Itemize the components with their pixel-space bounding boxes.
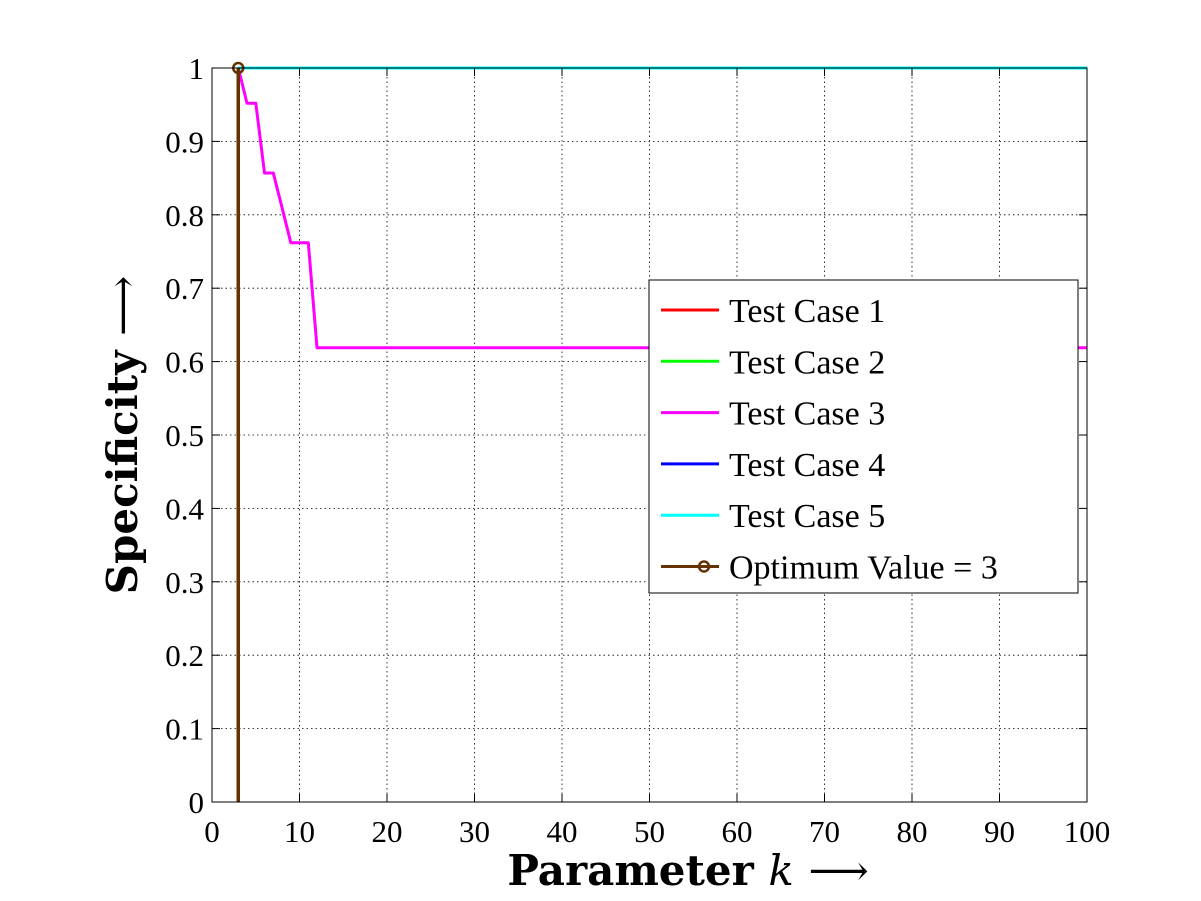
x-tick-label: 20	[372, 814, 403, 849]
tick-marks	[211, 67, 1088, 803]
y-tick-label: 0.5	[165, 418, 204, 453]
y-tick-label: 0.6	[165, 345, 204, 380]
x-tick-label: 60	[722, 814, 753, 849]
y-tick-label: 0.1	[165, 712, 204, 747]
y-axis-title: Specificity ⟶	[98, 276, 147, 595]
legend-label: Test Case 4	[729, 447, 885, 484]
y-axis-title-text: Specificity	[98, 349, 147, 594]
y-tick-label: 0.8	[165, 198, 204, 233]
legend-label: Test Case 5	[729, 498, 885, 535]
y-tick-label: 0.9	[165, 124, 204, 159]
x-tick-label: 70	[809, 814, 840, 849]
x-tick-label: 50	[634, 814, 665, 849]
x-axis-title-text: Parameter	[507, 846, 754, 895]
x-tick-label: 80	[897, 814, 928, 849]
legend-label: Test Case 2	[729, 344, 885, 381]
y-tick-label: 0.7	[165, 271, 204, 306]
x-tick-label: 90	[984, 814, 1015, 849]
y-tick-label: 1	[189, 51, 205, 86]
x-axis-title-arrow: ⟶	[808, 846, 868, 895]
tick-labels: 0 10 20 30 40 50 60 70 80 90 100 0 0.1 0.2 0.3 0.4 0.5 0.…	[165, 51, 1110, 849]
y-tick-label: 0.4	[165, 491, 204, 526]
x-axis-title: Parameter k ⟶	[507, 846, 868, 895]
y-tick-label: 0	[189, 785, 205, 820]
x-tick-label: 40	[547, 814, 578, 849]
x-axis-title-var: k	[768, 846, 793, 895]
x-tick-label: 0	[204, 814, 220, 849]
legend: Test Case 1 Test Case 2 Test Case 3 Test Ca…	[648, 279, 1079, 594]
legend-swatch-marker	[697, 560, 711, 573]
x-tick-label: 30	[459, 814, 490, 849]
x-tick-label: 100	[1064, 814, 1111, 849]
y-axis-title-arrow: ⟶	[98, 276, 147, 336]
y-tick-label: 0.3	[165, 565, 204, 600]
legend-label: Optimum Value = 3	[729, 550, 998, 587]
legend-label: Test Case 1	[729, 293, 885, 330]
legend-label: Test Case 3	[729, 396, 885, 433]
legend-box	[648, 279, 1079, 594]
x-tick-label: 10	[284, 814, 315, 849]
y-tick-label: 0.2	[165, 638, 204, 673]
